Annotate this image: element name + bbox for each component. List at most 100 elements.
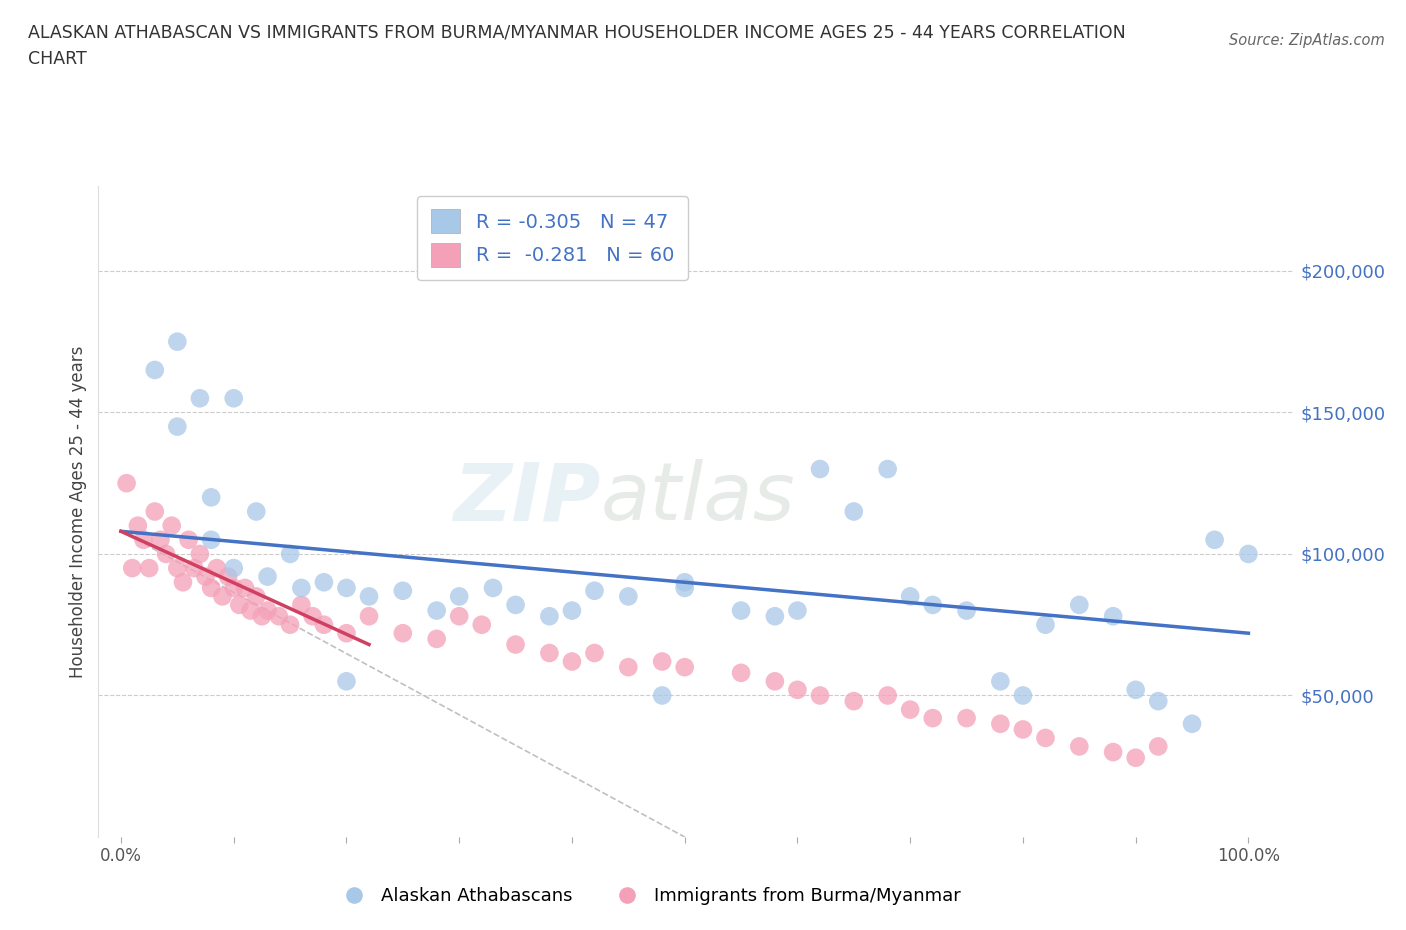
Point xyxy=(730,604,752,618)
Point xyxy=(673,659,696,674)
Point xyxy=(211,589,233,604)
Point xyxy=(166,561,188,576)
Point xyxy=(763,609,786,624)
Point xyxy=(245,589,267,604)
Point xyxy=(357,609,380,624)
Point xyxy=(222,580,245,595)
Point xyxy=(763,674,786,689)
Point xyxy=(335,626,357,641)
Point xyxy=(426,604,449,618)
Point xyxy=(898,589,921,604)
Text: atlas: atlas xyxy=(600,459,796,538)
Point xyxy=(335,580,357,595)
Point xyxy=(256,569,278,584)
Point xyxy=(505,597,527,612)
Legend: Alaskan Athabascans, Immigrants from Burma/Myanmar: Alaskan Athabascans, Immigrants from Bur… xyxy=(329,880,967,912)
Point xyxy=(301,609,323,624)
Point xyxy=(990,674,1012,689)
Point xyxy=(392,583,415,598)
Point xyxy=(921,711,943,725)
Point xyxy=(217,569,239,584)
Point xyxy=(335,674,357,689)
Point xyxy=(1147,694,1170,709)
Point xyxy=(200,532,222,547)
Point xyxy=(617,659,640,674)
Point xyxy=(898,702,921,717)
Point xyxy=(200,490,222,505)
Point xyxy=(392,626,415,641)
Y-axis label: Householder Income Ages 25 - 44 years: Householder Income Ages 25 - 44 years xyxy=(69,345,87,678)
Point xyxy=(228,597,250,612)
Point xyxy=(138,561,160,576)
Point xyxy=(1012,722,1035,737)
Point xyxy=(876,688,898,703)
Point xyxy=(617,589,640,604)
Point xyxy=(357,589,380,604)
Point xyxy=(1125,751,1147,765)
Point xyxy=(921,597,943,612)
Point xyxy=(1181,716,1204,731)
Point xyxy=(290,597,312,612)
Point xyxy=(233,580,256,595)
Point xyxy=(876,461,898,476)
Point xyxy=(1035,618,1057,632)
Point xyxy=(786,604,808,618)
Point xyxy=(730,665,752,680)
Point xyxy=(1125,683,1147,698)
Point xyxy=(245,504,267,519)
Point xyxy=(1102,609,1125,624)
Point xyxy=(482,580,505,595)
Point xyxy=(505,637,527,652)
Point xyxy=(651,688,673,703)
Point xyxy=(1012,688,1035,703)
Point xyxy=(177,532,200,547)
Point xyxy=(955,604,977,618)
Point xyxy=(166,334,188,349)
Point xyxy=(188,547,211,562)
Point xyxy=(1102,745,1125,760)
Point xyxy=(1069,739,1091,754)
Point xyxy=(121,561,143,576)
Point xyxy=(786,683,808,698)
Point xyxy=(808,461,831,476)
Point xyxy=(426,631,449,646)
Point xyxy=(1035,730,1057,745)
Point xyxy=(651,654,673,669)
Point xyxy=(1147,739,1170,754)
Point xyxy=(538,609,561,624)
Point xyxy=(222,561,245,576)
Point xyxy=(990,716,1012,731)
Point xyxy=(115,476,138,491)
Text: ALASKAN ATHABASCAN VS IMMIGRANTS FROM BURMA/MYANMAR HOUSEHOLDER INCOME AGES 25 -: ALASKAN ATHABASCAN VS IMMIGRANTS FROM BU… xyxy=(28,23,1126,68)
Point xyxy=(143,504,166,519)
Point xyxy=(312,618,335,632)
Point xyxy=(1204,532,1226,547)
Point xyxy=(194,569,217,584)
Point xyxy=(538,645,561,660)
Point xyxy=(583,583,606,598)
Point xyxy=(127,518,149,533)
Text: Source: ZipAtlas.com: Source: ZipAtlas.com xyxy=(1229,33,1385,47)
Point xyxy=(561,604,583,618)
Point xyxy=(312,575,335,590)
Point xyxy=(183,561,205,576)
Point xyxy=(278,547,301,562)
Point xyxy=(256,604,278,618)
Point xyxy=(449,609,471,624)
Point xyxy=(132,532,155,547)
Point xyxy=(155,547,177,562)
Point xyxy=(172,575,194,590)
Point xyxy=(1237,547,1260,562)
Point xyxy=(250,609,273,624)
Point xyxy=(143,363,166,378)
Point xyxy=(1069,597,1091,612)
Point xyxy=(561,654,583,669)
Point xyxy=(955,711,977,725)
Point xyxy=(673,575,696,590)
Point xyxy=(290,580,312,595)
Point xyxy=(842,694,865,709)
Point xyxy=(842,504,865,519)
Point xyxy=(267,609,290,624)
Point xyxy=(673,580,696,595)
Point xyxy=(205,561,228,576)
